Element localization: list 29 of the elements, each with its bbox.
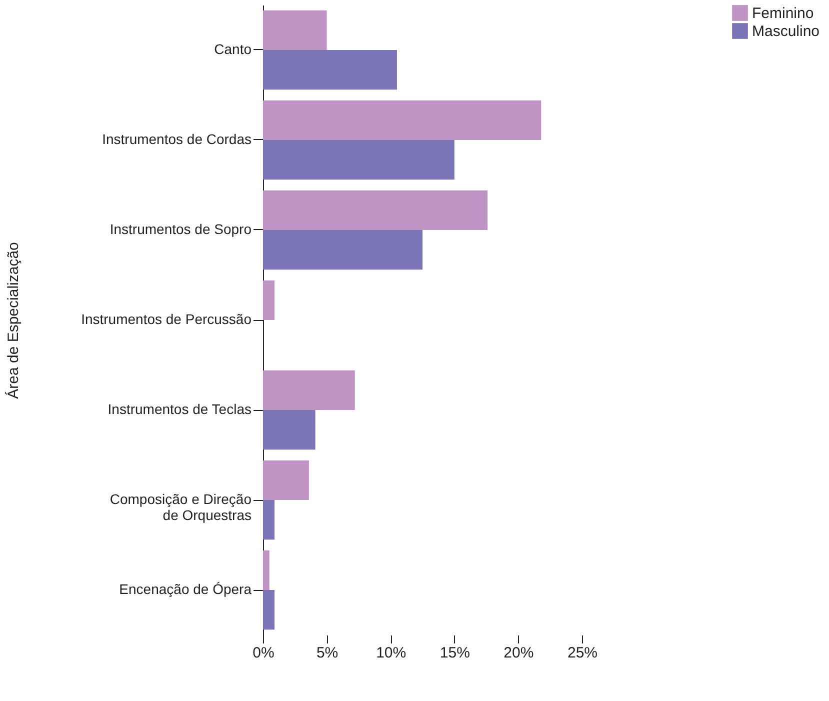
bar — [263, 410, 316, 450]
legend-label: Feminino — [752, 5, 814, 22]
y-tick-label: Instrumentos de Teclas — [108, 401, 252, 417]
y-axis-title: Área de Especialização — [4, 242, 22, 399]
bar — [263, 100, 542, 140]
bar — [263, 500, 274, 540]
bar — [263, 190, 488, 230]
bar — [263, 50, 397, 90]
x-tick-label: 5% — [316, 644, 338, 662]
bar — [263, 230, 422, 270]
y-tick-label: Composição e Direção de Orquestras — [110, 491, 252, 523]
bar — [263, 590, 274, 630]
bar — [263, 140, 454, 180]
x-tick-label: 20% — [504, 644, 534, 662]
y-tick-label: Instrumentos de Cordas — [102, 131, 252, 147]
bar — [263, 370, 355, 410]
y-tick-label: Canto — [214, 41, 252, 57]
x-tick-label: 15% — [440, 644, 470, 662]
bar — [263, 550, 270, 590]
x-tick-label: 0% — [252, 644, 274, 662]
x-tick-label: 25% — [567, 644, 598, 662]
bar — [263, 10, 327, 50]
y-tick-label: Encenação de Ópera — [119, 581, 252, 597]
bar — [263, 460, 309, 500]
legend-label: Masculino — [752, 23, 820, 40]
y-tick-label: Instrumentos de Percussão — [81, 311, 252, 327]
bar — [263, 280, 274, 320]
x-tick-label: 10% — [376, 644, 406, 662]
y-tick-label: Instrumentos de Sopro — [110, 221, 252, 237]
